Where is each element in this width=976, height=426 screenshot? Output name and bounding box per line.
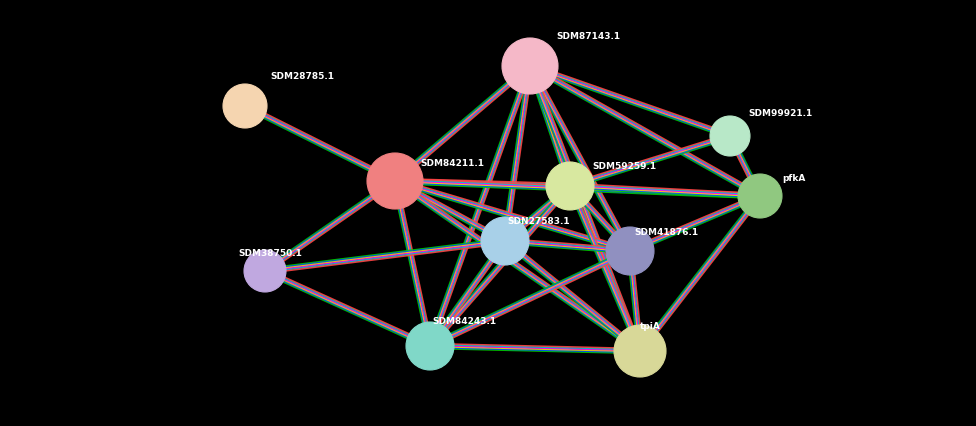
Circle shape [606, 227, 654, 275]
Circle shape [546, 162, 594, 210]
Text: SDM41876.1: SDM41876.1 [634, 228, 698, 237]
Text: SDM87143.1: SDM87143.1 [556, 32, 620, 41]
Circle shape [738, 174, 782, 218]
Circle shape [481, 217, 529, 265]
Circle shape [223, 84, 267, 128]
Circle shape [244, 250, 286, 292]
Circle shape [367, 153, 423, 209]
Text: SDM28785.1: SDM28785.1 [270, 72, 334, 81]
Text: SDN27583.1: SDN27583.1 [507, 217, 570, 226]
Text: SDM99921.1: SDM99921.1 [748, 109, 812, 118]
Text: SDM59259.1: SDM59259.1 [592, 162, 656, 171]
Circle shape [614, 325, 666, 377]
Circle shape [502, 38, 558, 94]
Text: SDM38750.1: SDM38750.1 [238, 249, 302, 258]
Text: SDM84243.1: SDM84243.1 [432, 317, 496, 326]
Text: tpiA: tpiA [640, 322, 661, 331]
Circle shape [406, 322, 454, 370]
Text: pfkA: pfkA [782, 174, 805, 183]
Text: SDM84211.1: SDM84211.1 [420, 159, 484, 168]
Circle shape [710, 116, 750, 156]
